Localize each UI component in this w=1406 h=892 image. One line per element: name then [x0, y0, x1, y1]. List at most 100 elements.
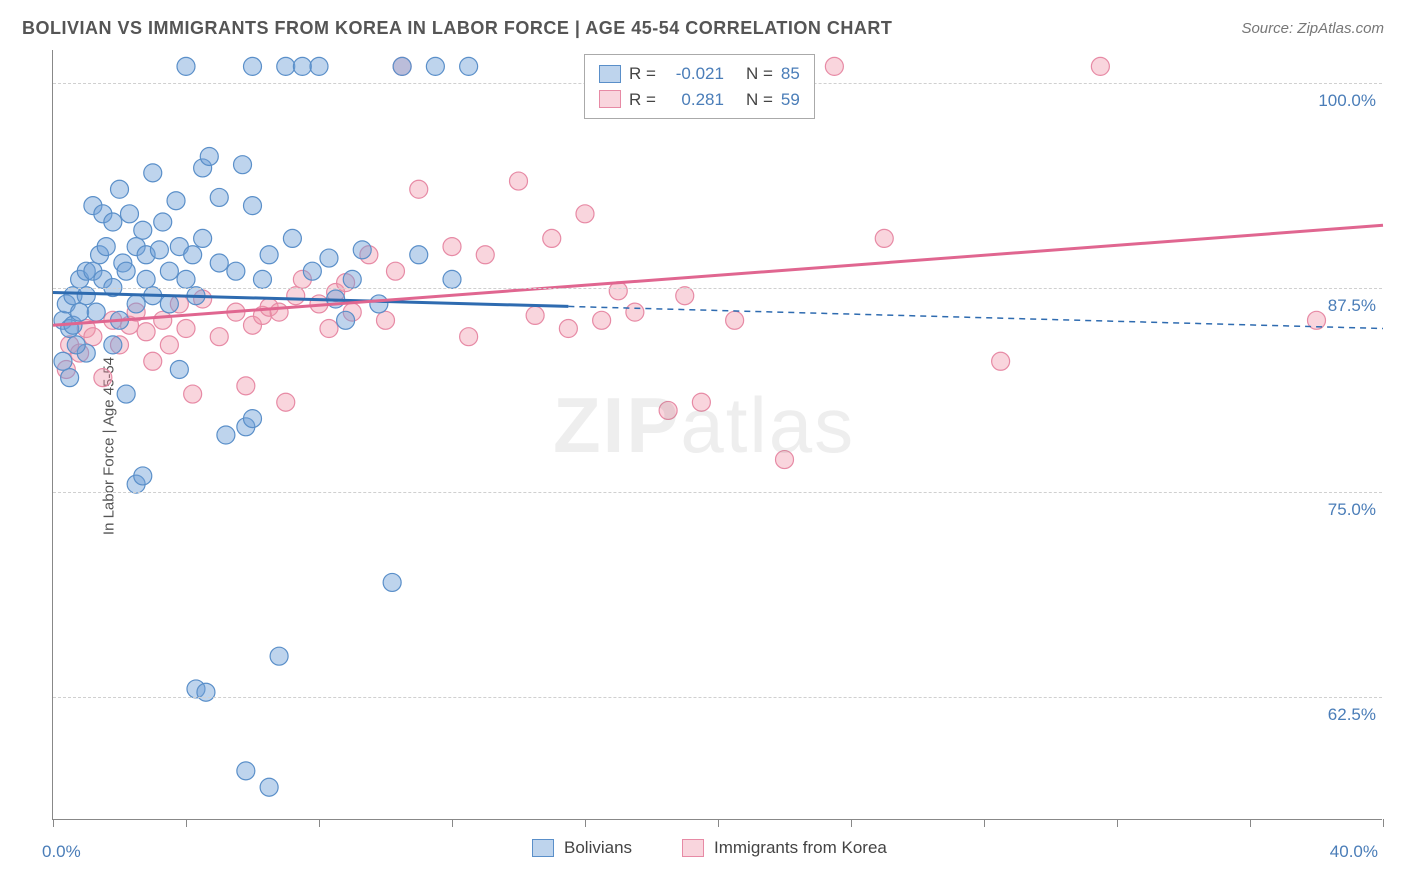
x-tick [585, 819, 586, 827]
legend-label-pink: Immigrants from Korea [714, 838, 887, 858]
swatch-pink [682, 839, 704, 857]
point-pink [237, 377, 255, 395]
swatch-blue [532, 839, 554, 857]
point-pink [177, 320, 195, 338]
point-blue [244, 57, 262, 75]
n-label: N = [746, 61, 773, 87]
point-pink [559, 320, 577, 338]
point-pink [320, 320, 338, 338]
point-blue [177, 57, 195, 75]
gridline-h [53, 288, 1382, 289]
point-pink [726, 311, 744, 329]
point-blue [154, 213, 172, 231]
r-label: R = [629, 87, 656, 113]
point-blue [293, 57, 311, 75]
point-blue [370, 295, 388, 313]
gridline-h [53, 697, 1382, 698]
point-pink [277, 393, 295, 411]
chart-header: BOLIVIAN VS IMMIGRANTS FROM KOREA IN LAB… [22, 18, 1384, 39]
x-tick [718, 819, 719, 827]
n-value: 59 [781, 87, 800, 113]
point-blue [150, 241, 168, 259]
point-blue [353, 241, 371, 259]
point-pink [137, 323, 155, 341]
plot-area: ZIPatlas [52, 50, 1382, 820]
point-blue [217, 426, 235, 444]
x-tick [1250, 819, 1251, 827]
point-blue [283, 229, 301, 247]
point-pink [410, 180, 428, 198]
legend-label-blue: Bolivians [564, 838, 632, 858]
point-blue [54, 352, 72, 370]
point-pink [576, 205, 594, 223]
chart-source: Source: ZipAtlas.com [1241, 20, 1384, 37]
point-blue [343, 270, 361, 288]
x-tick [186, 819, 187, 827]
x-tick [53, 819, 54, 827]
point-pink [875, 229, 893, 247]
swatch-blue [599, 65, 621, 83]
x-tick [1383, 819, 1384, 827]
swatch-pink [599, 90, 621, 108]
point-pink [1091, 57, 1109, 75]
point-blue [134, 467, 152, 485]
point-blue [277, 57, 295, 75]
point-pink [377, 311, 395, 329]
point-blue [97, 238, 115, 256]
legend-row-pink: R =0.281N =59 [599, 87, 800, 113]
n-label: N = [746, 87, 773, 113]
y-tick-label: 100.0% [1318, 91, 1376, 111]
legend-series-1: Bolivians [532, 838, 632, 858]
point-blue [77, 287, 95, 305]
point-blue [160, 295, 178, 313]
point-blue [383, 573, 401, 591]
chart-svg [53, 50, 1382, 819]
point-blue [184, 246, 202, 264]
point-blue [160, 262, 178, 280]
point-pink [154, 311, 172, 329]
point-blue [244, 410, 262, 428]
point-blue [104, 336, 122, 354]
point-pink [776, 451, 794, 469]
point-blue [71, 303, 89, 321]
point-pink [160, 336, 178, 354]
legend-correlation: R =-0.021N =85R =0.281N =59 [584, 54, 815, 119]
point-blue [270, 647, 288, 665]
point-blue [210, 188, 228, 206]
x-tick [984, 819, 985, 827]
legend-series-2: Immigrants from Korea [682, 838, 887, 858]
point-blue [134, 221, 152, 239]
point-pink [626, 303, 644, 321]
point-blue [87, 303, 105, 321]
point-blue [210, 254, 228, 272]
point-blue [443, 270, 461, 288]
point-pink [476, 246, 494, 264]
point-blue [426, 57, 444, 75]
chart-title: BOLIVIAN VS IMMIGRANTS FROM KOREA IN LAB… [22, 18, 892, 39]
x-tick [1117, 819, 1118, 827]
legend-row-blue: R =-0.021N =85 [599, 61, 800, 87]
point-pink [692, 393, 710, 411]
r-value: -0.021 [664, 61, 724, 87]
point-blue [117, 385, 135, 403]
point-blue [104, 213, 122, 231]
point-blue [61, 369, 79, 387]
x-tick [851, 819, 852, 827]
point-blue [227, 262, 245, 280]
point-pink [510, 172, 528, 190]
point-pink [659, 401, 677, 419]
point-pink [386, 262, 404, 280]
x-tick [319, 819, 320, 827]
point-pink [84, 328, 102, 346]
point-pink [287, 287, 305, 305]
point-blue [170, 360, 188, 378]
y-tick-label: 62.5% [1328, 705, 1376, 725]
point-blue [260, 778, 278, 796]
point-blue [303, 262, 321, 280]
x-tick [452, 819, 453, 827]
point-blue [253, 270, 271, 288]
point-blue [177, 270, 195, 288]
point-blue [310, 57, 328, 75]
point-pink [144, 352, 162, 370]
point-blue [237, 762, 255, 780]
